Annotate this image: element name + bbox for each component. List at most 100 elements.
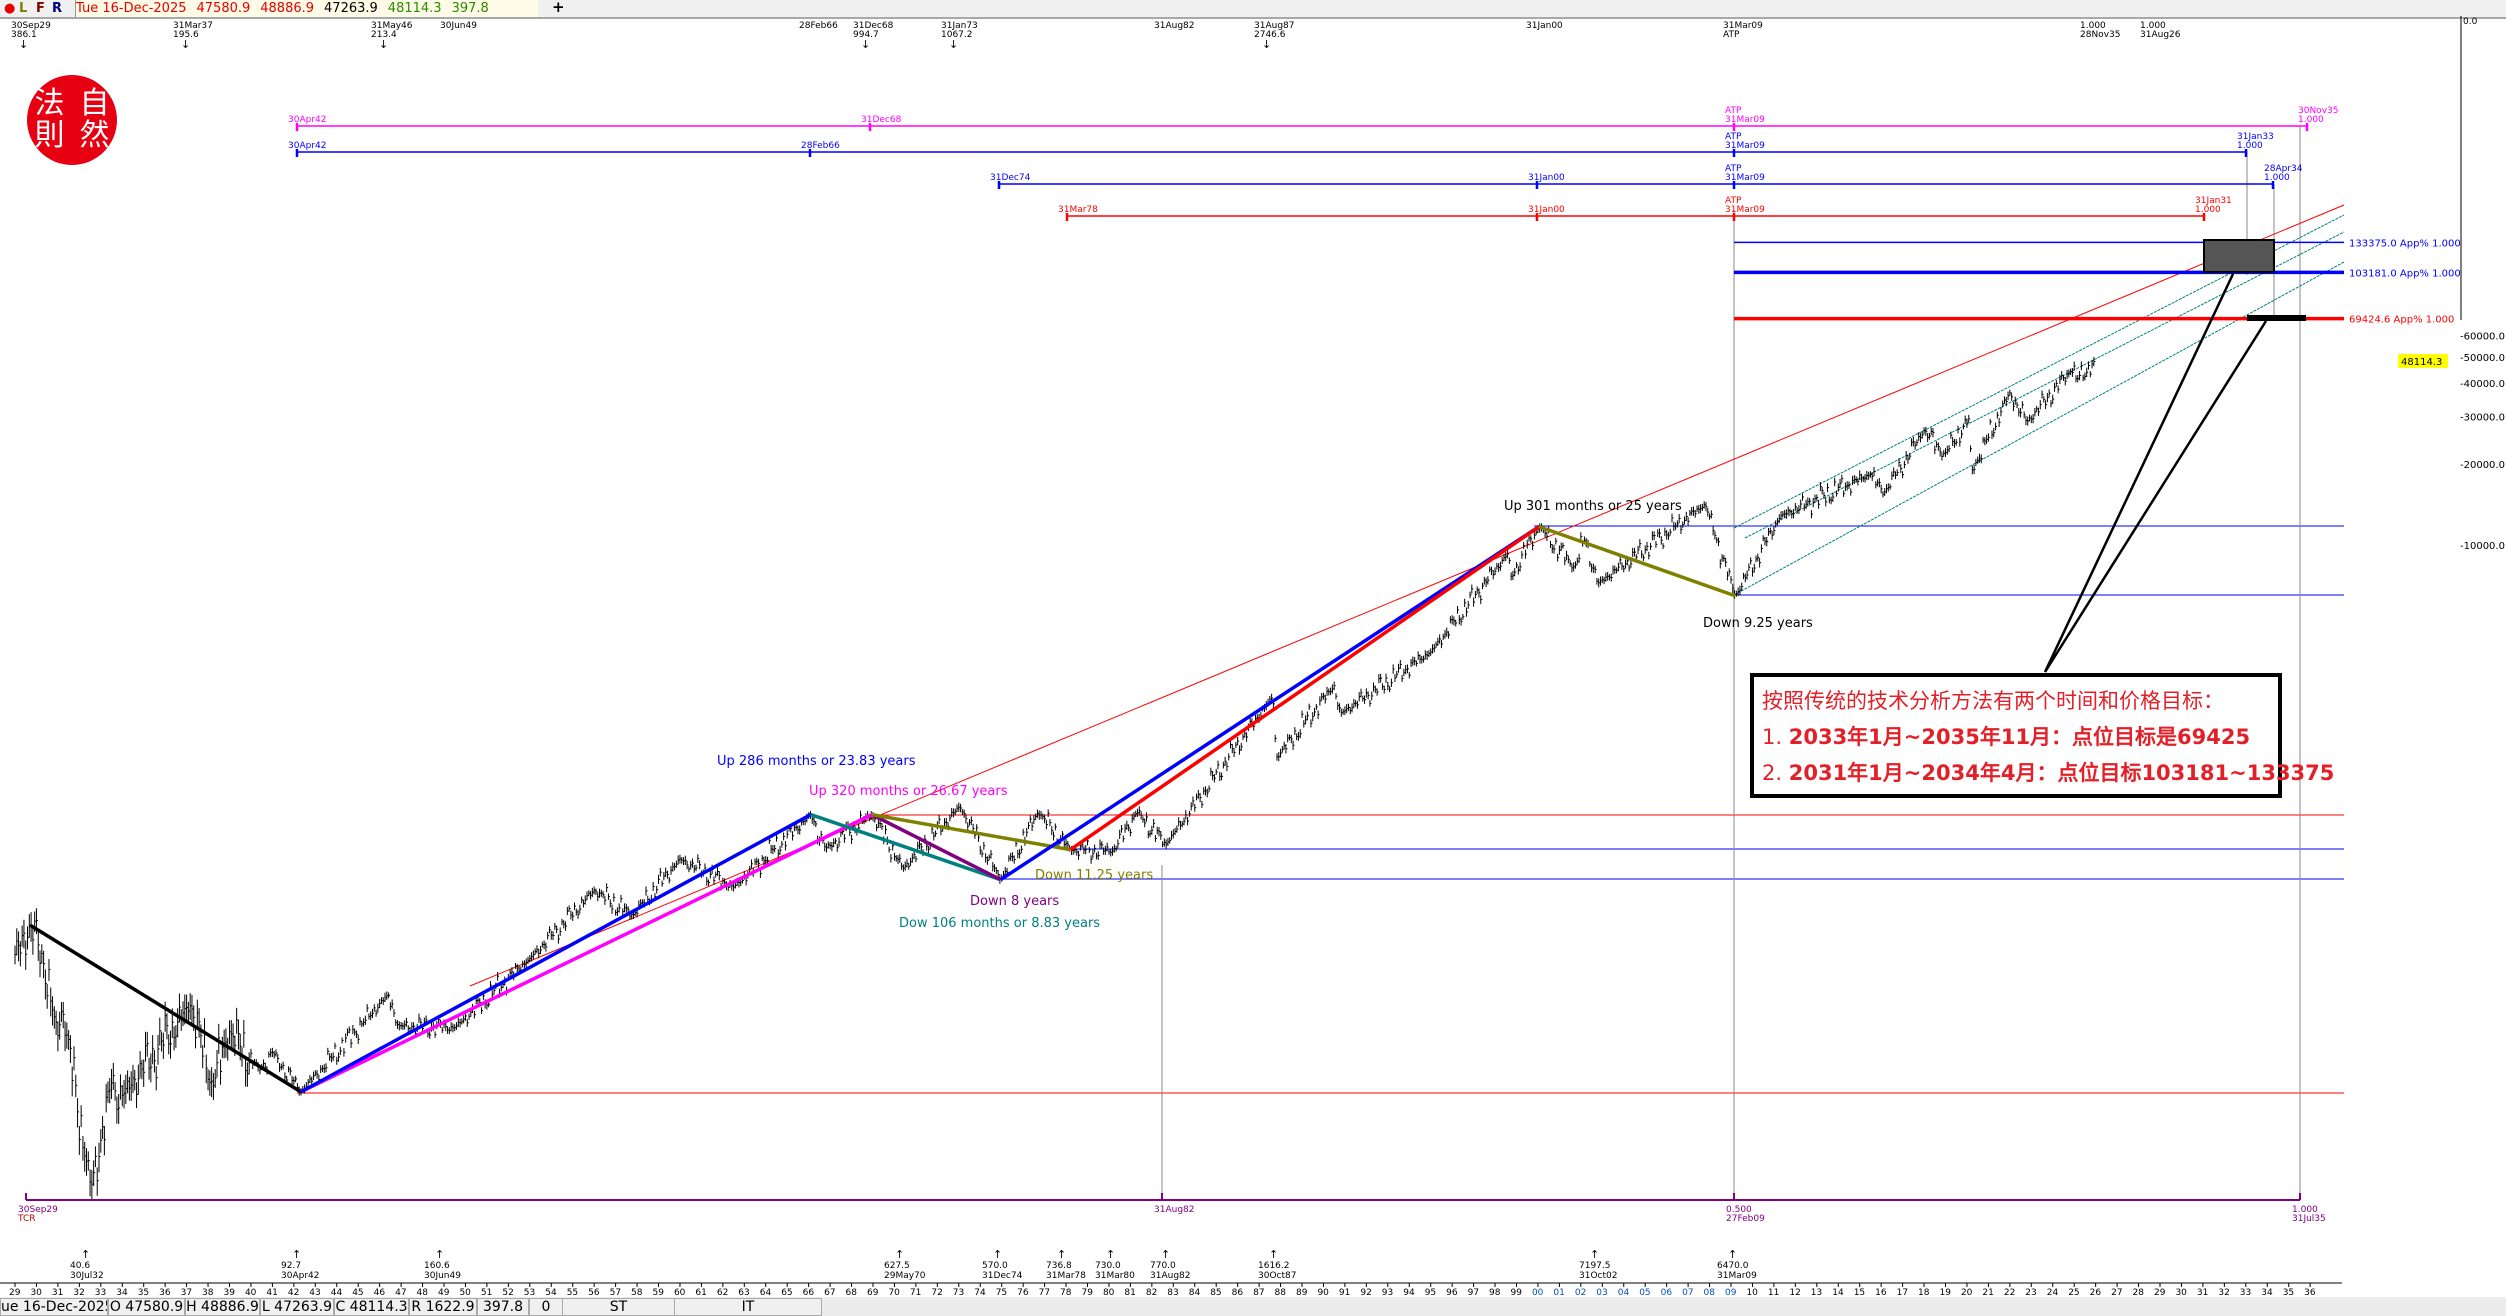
time-span-label: 1.000 bbox=[2195, 205, 2221, 215]
cycle-label: 31Aug82 bbox=[1154, 1205, 1194, 1215]
time-axis-label: 41 bbox=[266, 1288, 277, 1298]
time-span-label: 31Mar09 bbox=[1725, 115, 1765, 125]
bottom-marker-date: 30Oct87 bbox=[1258, 1271, 1296, 1281]
time-axis-label: 50 bbox=[459, 1288, 471, 1298]
bottom-marker-date: 30Jun49 bbox=[424, 1271, 461, 1281]
swing-line-up bbox=[999, 525, 1540, 882]
top-marker-value: 195.6 bbox=[173, 30, 199, 40]
bottom-marker-value: 570.0 bbox=[982, 1261, 1008, 1271]
quote-close: 48114.3 bbox=[387, 1, 442, 16]
time-axis-label: 64 bbox=[760, 1288, 772, 1298]
swing-line-up bbox=[300, 813, 873, 1094]
note-item-1: 1. 2033年1月~2035年11月：点位目标是69425 bbox=[1762, 721, 2250, 751]
time-axis-label: 87 bbox=[1253, 1288, 1264, 1298]
time-axis-label: 02 bbox=[1575, 1288, 1586, 1298]
top-marker-date: 30Sep29 bbox=[11, 21, 51, 31]
indicator-r-button[interactable]: R bbox=[52, 1, 63, 16]
time-span-label: 31Dec74 bbox=[990, 173, 1031, 183]
time-span-label: 31Mar78 bbox=[1058, 205, 1098, 215]
time-span-label: 31Dec68 bbox=[861, 115, 902, 125]
time-axis-label: 45 bbox=[352, 1288, 363, 1298]
time-axis-label: 10 bbox=[1746, 1288, 1758, 1298]
time-axis-label: 55 bbox=[567, 1288, 578, 1298]
time-axis-label: 88 bbox=[1275, 1288, 1287, 1298]
time-axis-label: 40 bbox=[245, 1288, 257, 1298]
time-span-label: 30Apr42 bbox=[288, 141, 326, 151]
time-axis-label: 06 bbox=[1661, 1288, 1673, 1298]
time-axis-label: 53 bbox=[524, 1288, 535, 1298]
time-span-label: ATP bbox=[1725, 196, 1742, 206]
up-arrow-icon: ↑ bbox=[1269, 1248, 1278, 1261]
swing-line-down bbox=[29, 923, 302, 1094]
bottom-marker-value: 770.0 bbox=[1150, 1261, 1176, 1271]
time-span-label: 30Apr42 bbox=[288, 115, 326, 125]
up-arrow-icon: ↑ bbox=[1161, 1248, 1170, 1261]
up-arrow-icon: ↑ bbox=[993, 1248, 1002, 1261]
time-axis-label: 31 bbox=[52, 1288, 63, 1298]
status-cell: ST bbox=[562, 1298, 675, 1316]
time-axis-label: 54 bbox=[545, 1288, 557, 1298]
indicator-l-button[interactable]: L bbox=[19, 1, 28, 16]
swing-line-up bbox=[300, 813, 812, 1094]
bottom-marker-value: 160.6 bbox=[424, 1261, 450, 1271]
price-axis-tick: -10000.0 bbox=[2460, 541, 2505, 552]
bottom-marker-value: 40.6 bbox=[70, 1261, 90, 1271]
time-axis-label: 22 bbox=[2004, 1288, 2015, 1298]
pointer-line bbox=[2043, 320, 2268, 673]
time-axis-label: 33 bbox=[2240, 1288, 2251, 1298]
top-marker-date: 1.000 bbox=[2080, 21, 2106, 31]
time-span-label: 31Mar09 bbox=[1725, 173, 1765, 183]
status-cell: L 47263.9 bbox=[260, 1298, 334, 1316]
trend-line bbox=[469, 204, 2345, 987]
time-axis-label: 70 bbox=[888, 1288, 900, 1298]
swing-annotation: Down 9.25 years bbox=[1703, 616, 1813, 631]
time-axis-label: 35 bbox=[138, 1288, 149, 1298]
time-axis-label: 16 bbox=[1875, 1288, 1887, 1298]
swing-annotation: Up 320 months or 26.67 years bbox=[809, 784, 1008, 799]
time-span-label: 28Apr34 bbox=[2264, 164, 2303, 174]
note-item-text: 2031年1月~2034年4月：点位目标103181~133375 bbox=[1788, 761, 2335, 785]
time-axis-label: 68 bbox=[846, 1288, 858, 1298]
plus-icon[interactable]: + bbox=[552, 0, 565, 16]
time-axis-label: 32 bbox=[73, 1288, 84, 1298]
time-axis-label: 26 bbox=[2090, 1288, 2102, 1298]
target-zone-box bbox=[2203, 239, 2275, 273]
bottom-marker-date: 30Apr42 bbox=[281, 1271, 319, 1281]
status-cell: R 1622.9 bbox=[409, 1298, 477, 1316]
top-marker-value: 2746.6 bbox=[1254, 30, 1286, 40]
price-axis-tick: -20000.0 bbox=[2460, 460, 2505, 471]
time-axis-label: 07 bbox=[1682, 1288, 1693, 1298]
time-span-label: ATP bbox=[1725, 132, 1742, 142]
time-span-label: 30Nov35 bbox=[2298, 106, 2338, 116]
time-axis-label: 60 bbox=[674, 1288, 686, 1298]
target-level-label: 103181.0 App% 1.000 bbox=[2349, 268, 2461, 279]
top-marker-date: 1.000 bbox=[2140, 21, 2166, 31]
time-axis-label: 36 bbox=[159, 1288, 171, 1298]
top-marker-value: 994.7 bbox=[853, 30, 879, 40]
down-arrow-icon: ↓ bbox=[949, 38, 958, 51]
indicator-f-button[interactable]: F bbox=[36, 1, 45, 16]
time-axis-label: 04 bbox=[1618, 1288, 1630, 1298]
time-axis-label: 69 bbox=[867, 1288, 879, 1298]
time-axis-label: 93 bbox=[1382, 1288, 1393, 1298]
time-axis-label: 73 bbox=[953, 1288, 964, 1298]
status-dot-icon: ● bbox=[4, 1, 16, 16]
time-axis-label: 56 bbox=[588, 1288, 600, 1298]
up-arrow-icon: ↑ bbox=[435, 1248, 444, 1261]
time-axis-label: 97 bbox=[1468, 1288, 1479, 1298]
quote-toolbar: ● L F R Tue 16-Dec-2025 47580.9 48886.9 472… bbox=[0, 0, 2506, 19]
time-axis-label: 31 bbox=[2197, 1288, 2208, 1298]
time-axis-label: 85 bbox=[1210, 1288, 1221, 1298]
price-axis-tick: -60000.0 bbox=[2460, 332, 2505, 343]
time-axis-label: 59 bbox=[653, 1288, 665, 1298]
cycle-label: 31Jul35 bbox=[2292, 1214, 2326, 1224]
current-price-label: 48114.3 bbox=[2401, 357, 2442, 368]
time-axis-label: 21 bbox=[1982, 1288, 1993, 1298]
top-marker-date: 31Aug82 bbox=[1154, 21, 1194, 31]
time-span-label: 1.000 bbox=[2237, 141, 2263, 151]
time-axis-label: 23 bbox=[2025, 1288, 2036, 1298]
swing-line-down bbox=[1538, 525, 1736, 598]
up-arrow-icon: ↑ bbox=[1728, 1248, 1737, 1261]
top-marker-date: 30Jun49 bbox=[440, 21, 477, 31]
